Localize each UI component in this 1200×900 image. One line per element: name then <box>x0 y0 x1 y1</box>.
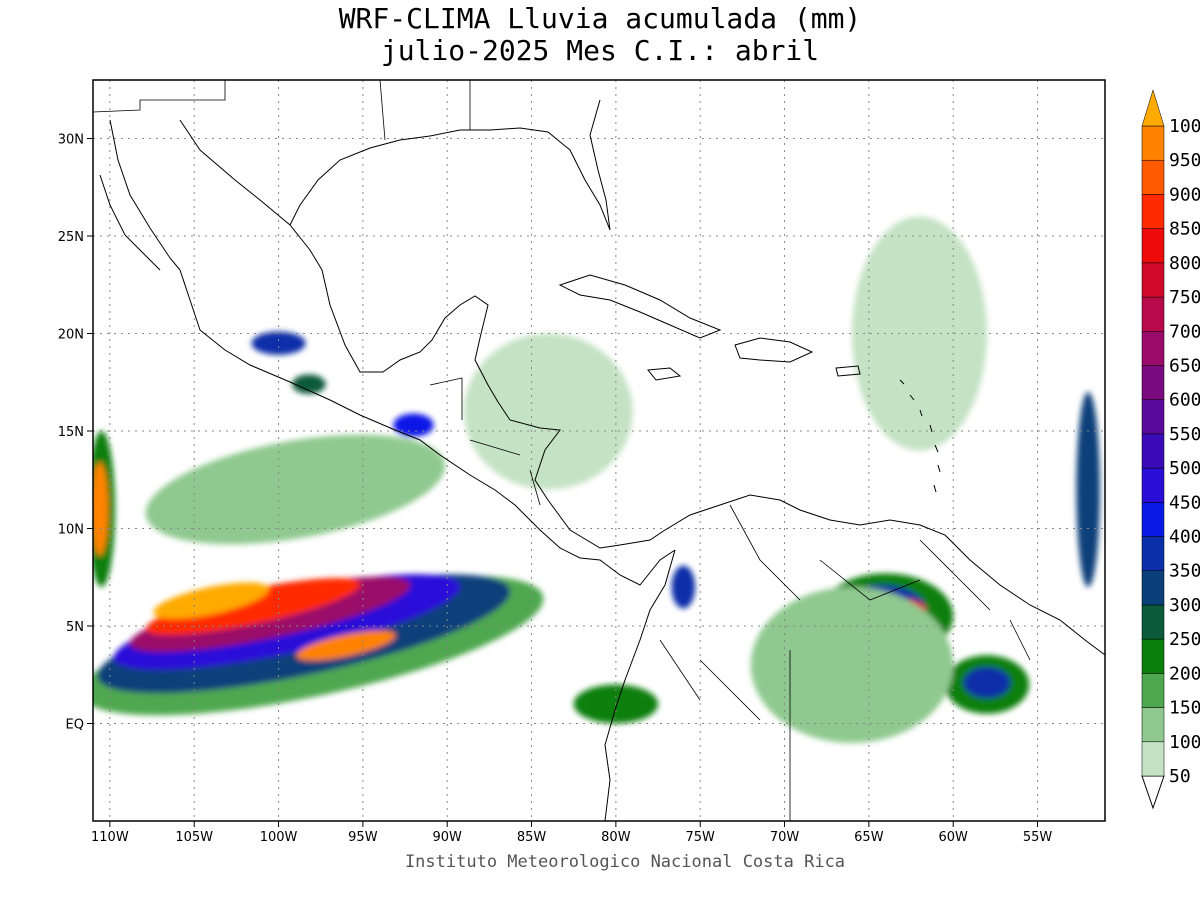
rain-zone <box>464 333 633 490</box>
colorbar-swatch <box>1141 741 1165 777</box>
colorbar-label: 700 <box>1169 321 1200 342</box>
island-jamaica <box>647 367 682 381</box>
island-hispaniola <box>734 337 814 363</box>
lat-tick-label: 15N <box>58 425 84 440</box>
colorbar-swatch <box>1141 296 1165 332</box>
colorbar-label: 200 <box>1169 663 1200 684</box>
colorbar-label: 550 <box>1169 424 1200 445</box>
map-plot-area <box>92 79 1106 822</box>
island-puerto-rico <box>835 365 861 377</box>
lat-tick-label: 25N <box>58 230 84 245</box>
colorbar-swatch <box>1141 365 1165 400</box>
lon-tick-label: 105W <box>175 830 213 845</box>
lat-tick-label: 20N <box>58 328 84 343</box>
rain-zone <box>296 630 396 661</box>
colorbar-label: 50 <box>1169 766 1191 787</box>
island-cuba <box>558 274 722 339</box>
colorbar-swatch <box>1141 399 1165 435</box>
colorbar-swatch <box>1141 536 1165 571</box>
lon-tick-label: 100W <box>260 830 298 845</box>
colorbar-swatch <box>1141 638 1165 674</box>
colorbar-swatch <box>1141 228 1165 264</box>
map-grid <box>93 80 1105 821</box>
map-frame <box>92 79 1106 822</box>
rain-zone <box>292 374 326 394</box>
lon-tick-label: 70W <box>770 830 800 845</box>
rain-zone <box>393 413 434 437</box>
rain-zone <box>153 582 269 619</box>
colorbar-swatch <box>1141 502 1165 537</box>
colorbar-high-end <box>1141 89 1165 127</box>
rain-zone <box>963 666 1011 699</box>
coastline-caribbean <box>497 401 1105 656</box>
colorbar-label: 250 <box>1169 629 1200 650</box>
lon-tick-label: 110W <box>91 830 129 845</box>
map-subtitle: julio-2025 Mes C.I.: abril <box>380 34 820 67</box>
lat-tick-label: 30N <box>58 133 84 148</box>
coastline-gulf <box>179 119 499 403</box>
colorbar-label: 750 <box>1169 287 1200 308</box>
rain-zone <box>145 434 446 545</box>
colorbar-label: 100 <box>1169 732 1200 753</box>
lat-tick-label: 5N <box>66 620 84 635</box>
colorbar-swatch <box>1141 673 1165 708</box>
coastline-south-america <box>604 549 676 821</box>
lon-tick-label: 75W <box>685 830 715 845</box>
coastlines <box>93 80 1105 821</box>
lon-tick-label: 65W <box>854 830 884 845</box>
lon-tick-label: 55W <box>1023 830 1053 845</box>
colorbar-swatch <box>1141 467 1165 503</box>
colorbar-label: 850 <box>1169 219 1200 240</box>
colorbar-swatch <box>1141 707 1165 743</box>
lat-tick-label: EQ <box>66 718 84 733</box>
colorbar-swatch <box>1141 125 1165 161</box>
colorbar-label: 150 <box>1169 698 1200 719</box>
colorbar-label: 600 <box>1169 390 1200 411</box>
colorbar-label: 350 <box>1169 561 1200 582</box>
colorbar: 50 100 150 200 250 300 350 400 450 500 550 600 650 70… <box>1141 89 1200 810</box>
colorbar-label: 800 <box>1169 253 1200 274</box>
colorbar-swatch <box>1141 194 1165 229</box>
rain-zone <box>93 462 109 556</box>
colorbar-swatch <box>1141 331 1165 366</box>
colorbar-label: 300 <box>1169 595 1200 616</box>
colorbar-low-end <box>1141 775 1165 810</box>
rain-zone <box>1076 392 1100 587</box>
map-axes: 110W 105W 100W 95W 90W 85W 80W 75W 70W 65W 60W 55W E… <box>58 133 1053 846</box>
colorbar-swatch <box>1141 604 1165 640</box>
colorbar-swatch <box>1141 159 1165 195</box>
lon-tick-label: 60W <box>938 830 968 845</box>
credit-line: Instituto Meteorologico Nacional Costa R… <box>404 852 846 872</box>
lesser-antilles <box>899 379 941 493</box>
lon-tick-label: 95W <box>348 830 378 845</box>
colorbar-label: 400 <box>1169 527 1200 548</box>
colorbar-label: 500 <box>1169 458 1200 479</box>
colorbar-label: 950 <box>1169 150 1200 171</box>
lon-tick-label: 85W <box>517 830 547 845</box>
lat-tick-label: 10N <box>58 523 84 538</box>
colorbar-swatch <box>1141 570 1165 606</box>
coastline-pacific <box>179 269 676 586</box>
rain-zone <box>251 331 306 355</box>
borders <box>93 80 1031 821</box>
coastline-us-gulf <box>289 99 611 231</box>
lon-tick-label: 90W <box>432 830 462 845</box>
colorbar-label: 1000 <box>1169 116 1200 137</box>
colorbar-label: 450 <box>1169 492 1200 513</box>
map-title: WRF-CLIMA Lluvia acumulada (mm) <box>338 2 862 35</box>
rain-zone <box>671 565 696 609</box>
colorbar-swatch <box>1141 262 1165 298</box>
colorbar-swatch <box>1141 433 1165 469</box>
colorbar-label: 900 <box>1169 184 1200 205</box>
lon-tick-label: 80W <box>601 830 631 845</box>
coastline-baja <box>99 119 181 271</box>
rain-zone <box>145 577 361 636</box>
colorbar-label: 650 <box>1169 355 1200 376</box>
rain-zone <box>750 587 954 743</box>
